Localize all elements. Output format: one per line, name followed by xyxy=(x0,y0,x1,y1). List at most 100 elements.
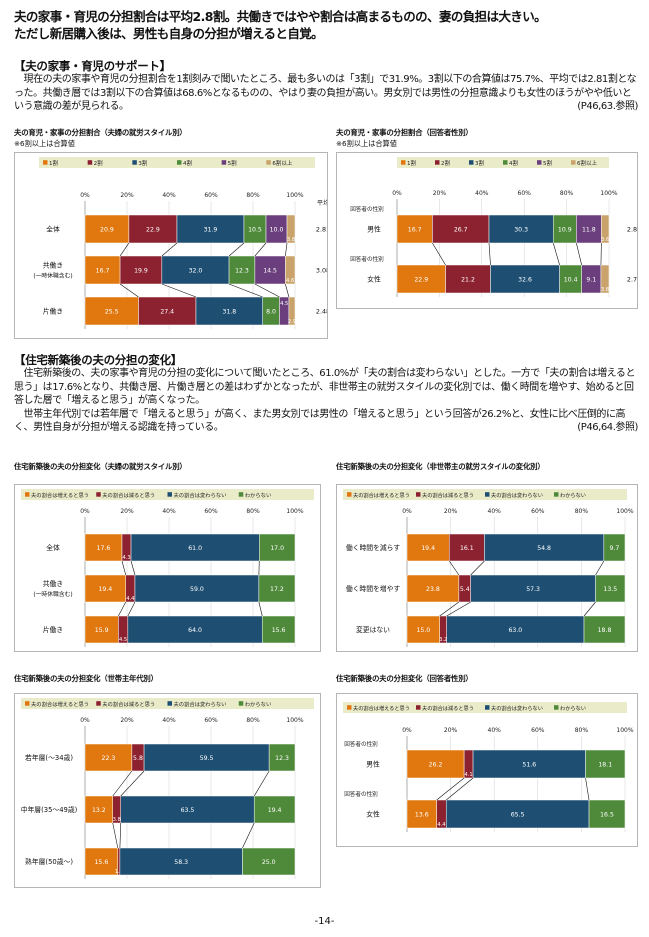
legend-item: 夫の割合は減ると思う xyxy=(416,491,474,499)
bar-value-label: 32.0 xyxy=(189,267,203,274)
bar-segment xyxy=(176,214,245,244)
bar-value-label: 13.6 xyxy=(415,811,429,818)
connector-line xyxy=(432,242,446,266)
legend-label: 3割 xyxy=(475,159,484,167)
average-value-label: 2.48 xyxy=(316,307,327,315)
legend-swatch xyxy=(167,701,172,706)
bar-segment xyxy=(406,615,440,644)
section-body-change: 住宅新築後の、夫の家事や育児の分担の変化について聞いたところ、61.0%が「夫の… xyxy=(14,367,638,435)
legend-item: 5割 xyxy=(537,159,552,167)
bar-row: 片働き 25.5 27.4 31.8 8.0 4.5 2.9 2.48 xyxy=(43,296,327,326)
bar-value-label: 22.9 xyxy=(146,226,160,233)
bar-value-label: 4.6 xyxy=(286,278,294,284)
axis-tick-label: 40% xyxy=(162,192,176,199)
legend-item: 6割以上 xyxy=(571,159,597,167)
headline-line-1: 夫の家事・育児の分担割合は平均2.8割。共働きではやや割合は高まるものの、妻の負… xyxy=(14,9,547,24)
legend-swatch xyxy=(238,701,244,706)
legend-label: 6割以上 xyxy=(577,159,597,167)
connector-line xyxy=(446,601,471,617)
bar-value-label: 17.6 xyxy=(97,545,111,552)
bar-segment xyxy=(576,214,602,244)
legend-swatch xyxy=(485,705,490,710)
axis-tick-label: 60% xyxy=(518,190,532,197)
legend-swatch xyxy=(266,160,271,165)
bar-value-label: 58.3 xyxy=(174,859,188,866)
bar-row: 共働き (一時休職含む) 19.4 4.4 59.0 17.2 xyxy=(33,574,296,603)
legend-label: 夫の割合は増えると思う xyxy=(31,491,89,499)
bar-value-label: 3.8 xyxy=(113,817,121,823)
bar-segment xyxy=(406,533,450,562)
bar-segment xyxy=(588,799,626,829)
connector-line xyxy=(127,601,136,617)
category-label: 男性 xyxy=(366,760,380,769)
legend-item: 3割 xyxy=(132,159,148,167)
bar-value-label: 19.4 xyxy=(98,586,112,593)
headline-line-2: ただし新居購入後は、男性も自身の分担が増えると自覚。 xyxy=(14,26,324,41)
section-body-change-text-1: 住宅新築後の、夫の家事や育児の分担の変化について聞いたところ、61.0%が「夫の… xyxy=(14,368,636,406)
bar-value-label: 4.4 xyxy=(126,596,135,602)
bar-segment xyxy=(258,574,296,603)
bar-segment xyxy=(261,615,296,644)
axis-tick-label: 0% xyxy=(80,717,90,724)
bar-value-label: 10.0 xyxy=(270,226,284,233)
group-label: 回答者の性別 xyxy=(344,790,378,798)
axis-tick-label: 20% xyxy=(444,727,458,734)
legend-swatch xyxy=(167,492,172,497)
bar-value-label: 65.5 xyxy=(511,811,525,818)
connector-line xyxy=(446,777,474,801)
axis-tick-label: 80% xyxy=(575,727,589,734)
bar-segment xyxy=(396,264,446,294)
category-label: 共働き xyxy=(43,261,63,270)
bar-value-label: 3.2 xyxy=(439,637,447,643)
bar-row: 熟年層(50歳～) 15.6 1.0 58.3 25.0 xyxy=(25,847,296,876)
bar-value-label: 15.6 xyxy=(95,859,109,866)
group-label: 回答者の性別 xyxy=(350,255,384,263)
category-label: 熟年層(50歳～) xyxy=(25,857,73,866)
axis-tick-label: 20% xyxy=(444,508,458,515)
bar-value-label: 51.6 xyxy=(522,761,536,768)
bar-segment xyxy=(84,255,121,285)
bar-value-label: 18.8 xyxy=(598,627,612,634)
legend-item: 夫の割合は変わらない xyxy=(167,700,227,708)
bar-value-label: 16.5 xyxy=(600,811,614,818)
bar-value-label: 19.4 xyxy=(268,807,282,814)
bar-value-label: 16.1 xyxy=(460,545,474,552)
bar-segment xyxy=(432,214,490,244)
bar-value-label: 63.5 xyxy=(181,807,195,814)
bar-value-label: 61.0 xyxy=(188,545,202,552)
axis-tick-label: 60% xyxy=(204,192,218,199)
chart-title: 住宅新築後の夫の分担変化（夫婦の就労スタイル別） xyxy=(14,462,187,471)
legend-label: 夫の割合は変わらない xyxy=(174,700,227,708)
chart-title: 夫の育児・家事の分担割合（回答者性別） xyxy=(336,128,473,137)
category-label: 働く時間を増やす xyxy=(346,584,401,593)
connector-line xyxy=(583,601,596,617)
bar-value-label: 31.9 xyxy=(204,226,218,233)
bar-segment xyxy=(286,214,296,244)
bar-segment xyxy=(288,296,296,326)
bar-segment xyxy=(84,795,113,824)
bar-value-label: 1.0 xyxy=(115,869,123,875)
bar-segment xyxy=(195,296,263,326)
bar-segment xyxy=(585,749,626,779)
connector-line xyxy=(439,601,460,617)
legend-label: 夫の割合は増えると思う xyxy=(31,700,89,708)
bar-segment xyxy=(449,533,485,562)
legend-item: 夫の割合は増えると思う xyxy=(347,491,410,499)
legend-label: 2割 xyxy=(94,159,103,167)
bar-segment xyxy=(84,615,119,644)
bar-segment xyxy=(259,533,296,562)
average-value-label: 2.89 xyxy=(627,225,637,233)
bar-value-label: 30.3 xyxy=(514,226,528,233)
category-label: 全体 xyxy=(46,543,60,552)
bar-value-label: 27.4 xyxy=(160,308,174,315)
connector-line xyxy=(253,770,270,797)
chart-title: 住宅新築後の夫の分担変化（世帯主年代別） xyxy=(14,674,158,683)
connector-line xyxy=(585,777,590,801)
bar-value-label: 18.1 xyxy=(598,761,612,768)
legend-label: 夫の割合は増えると思う xyxy=(353,491,410,499)
bar-row: 片働き 15.9 4.5 64.0 15.6 xyxy=(43,615,296,644)
legend-swatch xyxy=(485,492,490,497)
bar-value-label: 15.9 xyxy=(95,627,109,634)
page-number: -14- xyxy=(314,916,335,927)
